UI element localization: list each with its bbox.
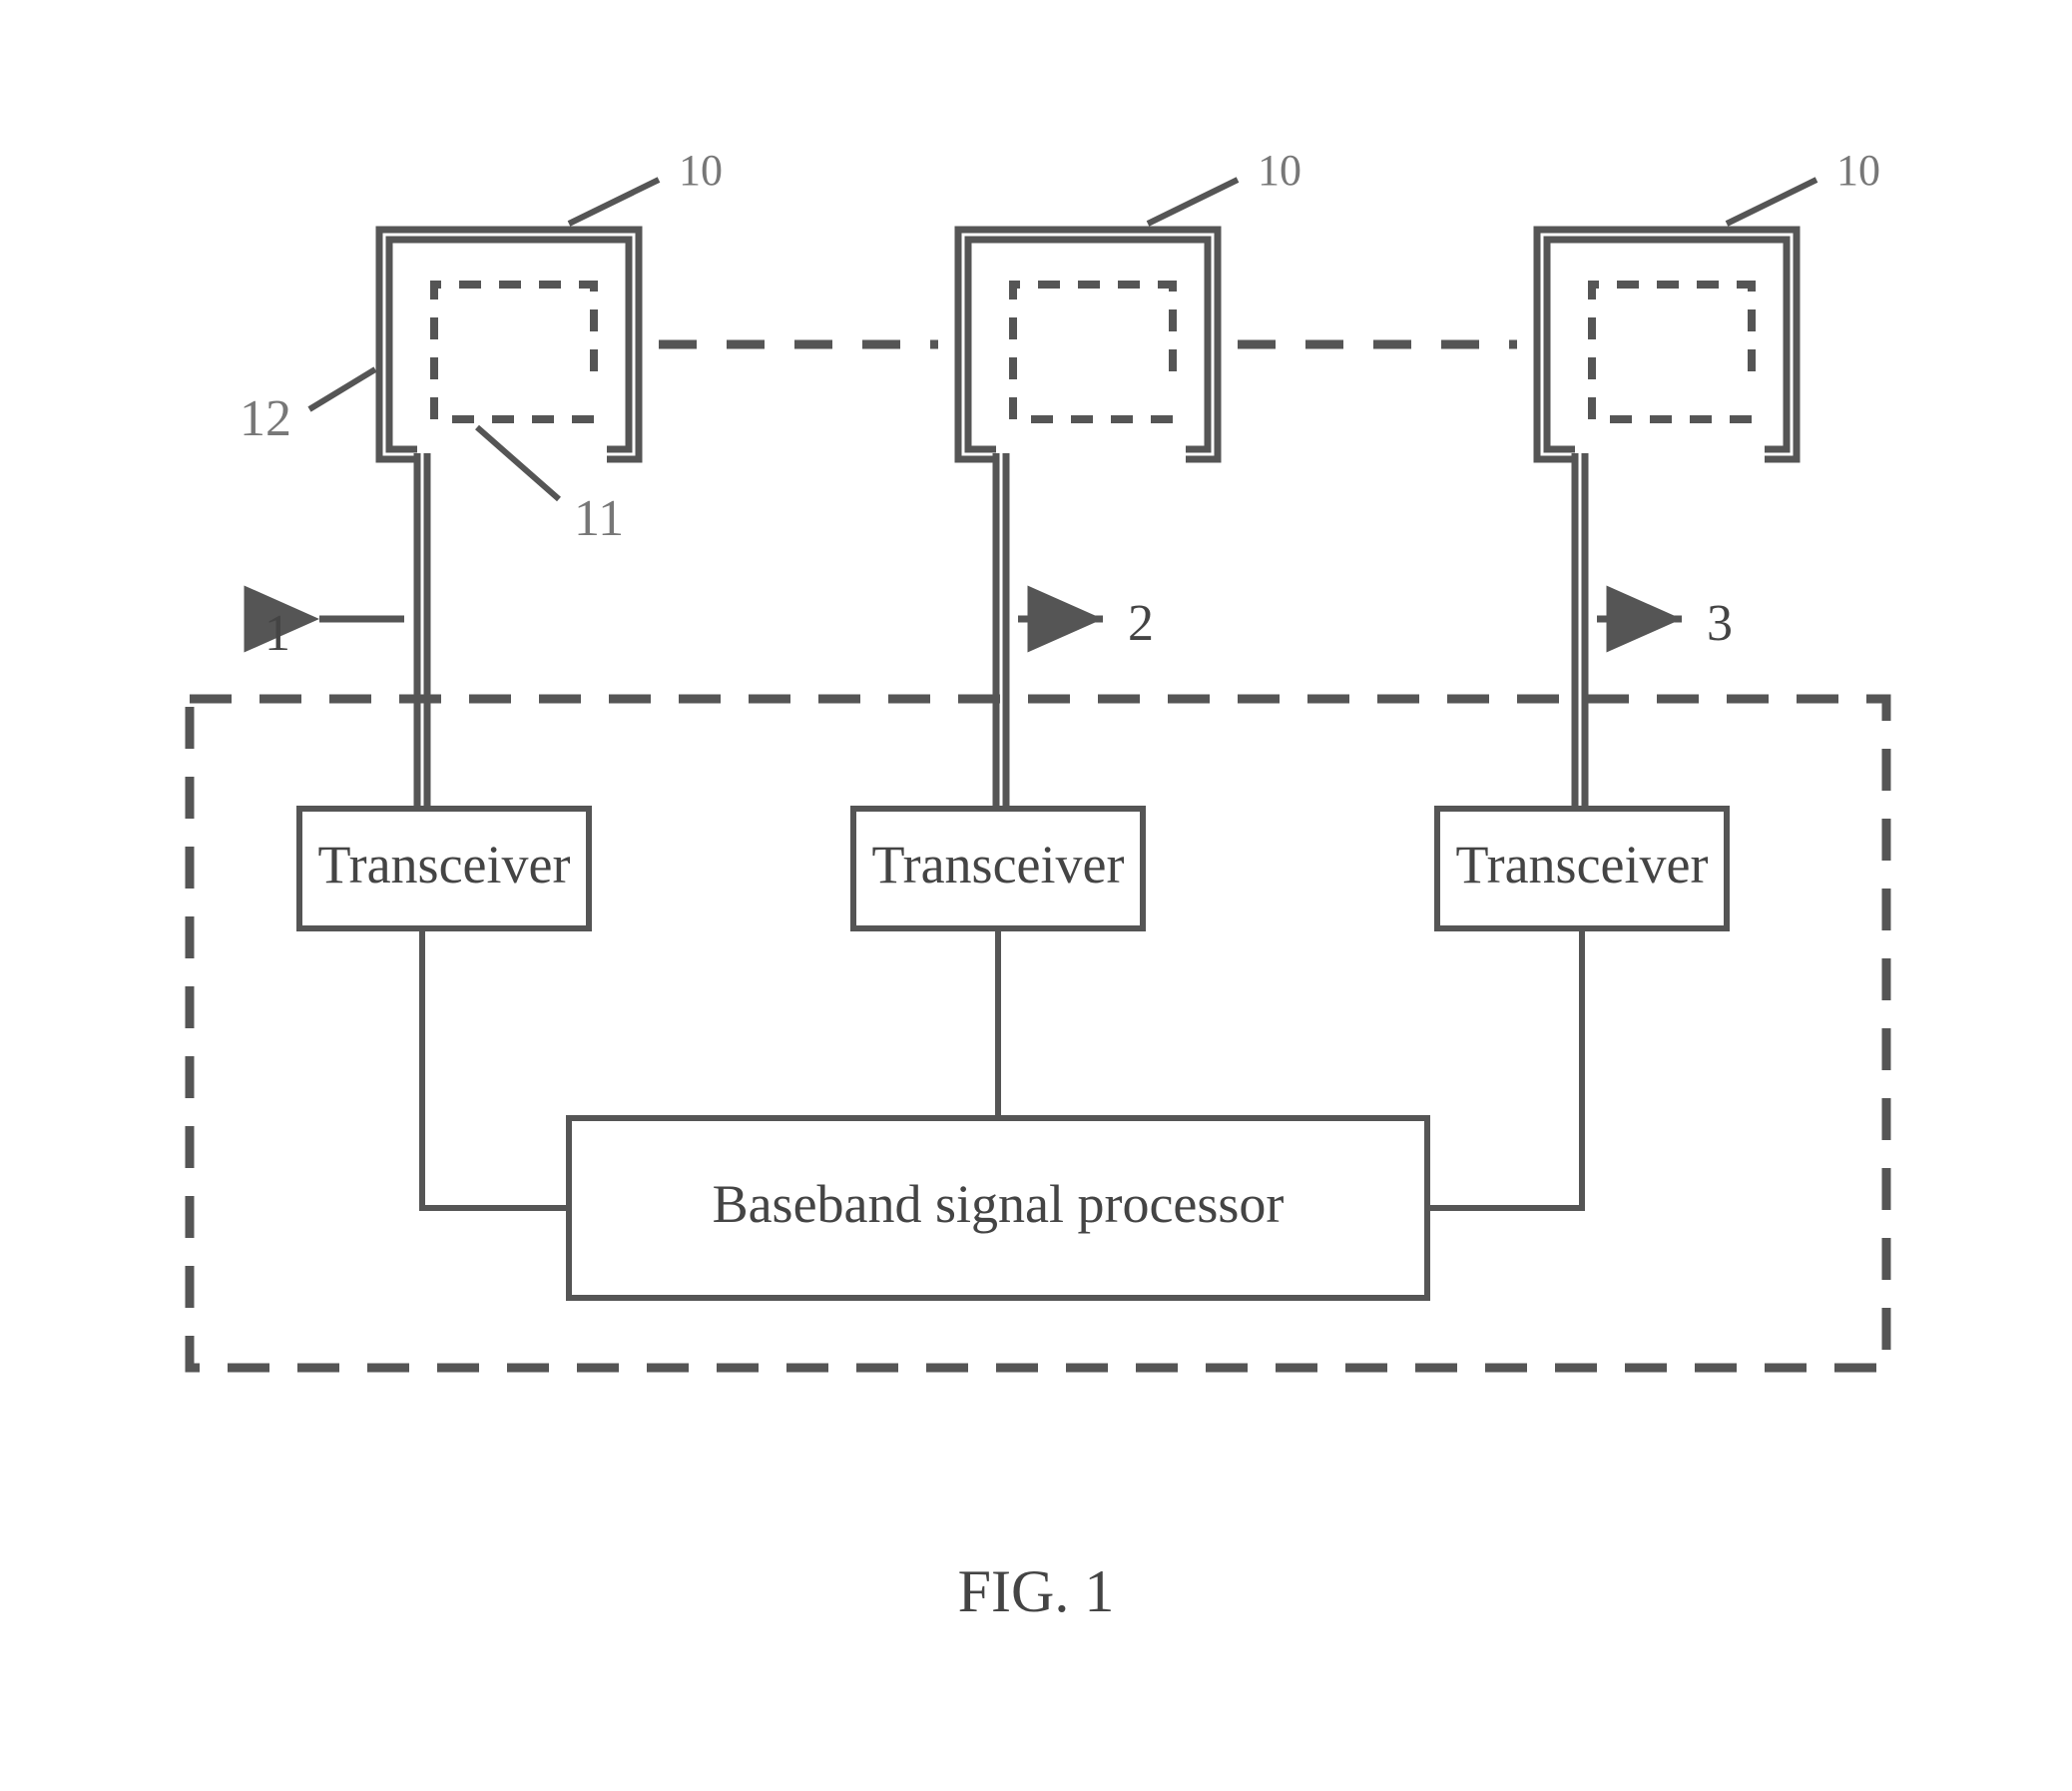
ref-label-12: 12 bbox=[240, 389, 291, 448]
leadline-10-2 bbox=[1148, 180, 1238, 224]
figure-stage: 10 10 10 12 11 1 2 3 Transceiver Transce… bbox=[0, 0, 2072, 1791]
ref-label-11: 11 bbox=[574, 489, 624, 548]
transceiver-label-1: Transceiver bbox=[299, 834, 589, 896]
ref-label-10-c: 10 bbox=[1836, 145, 1880, 196]
leadline-11 bbox=[477, 427, 559, 499]
port-label-1: 1 bbox=[264, 604, 290, 663]
ref-label-10-b: 10 bbox=[1258, 145, 1301, 196]
transceiver-label-3: Transceiver bbox=[1437, 834, 1727, 896]
figure-caption: FIG. 1 bbox=[0, 1557, 2072, 1626]
diagram-svg bbox=[0, 0, 2072, 1791]
leadline-12 bbox=[309, 369, 375, 409]
ref-label-10-a: 10 bbox=[679, 145, 723, 196]
baseband-processor-label: Baseband signal processor bbox=[569, 1173, 1427, 1235]
port-label-2: 2 bbox=[1128, 594, 1154, 653]
leadline-10-1 bbox=[569, 180, 659, 224]
leadline-10-3 bbox=[1727, 180, 1816, 224]
port-label-3: 3 bbox=[1707, 594, 1733, 653]
transceiver-label-2: Transceiver bbox=[853, 834, 1143, 896]
wire-trx1-proc bbox=[422, 928, 569, 1208]
antenna-2 bbox=[958, 230, 1218, 809]
wire-trx3-proc bbox=[1427, 928, 1582, 1208]
subsystem-boundary bbox=[190, 699, 1886, 1368]
antenna-3 bbox=[1537, 230, 1797, 809]
